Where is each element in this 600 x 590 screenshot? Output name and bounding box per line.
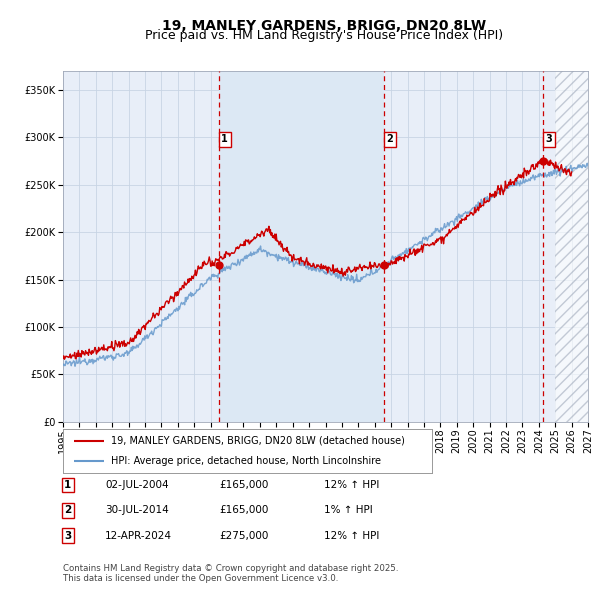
Text: 2: 2 (64, 506, 71, 515)
Text: 1: 1 (64, 480, 71, 490)
Text: Contains HM Land Registry data © Crown copyright and database right 2025.
This d: Contains HM Land Registry data © Crown c… (63, 563, 398, 583)
Text: 12% ↑ HPI: 12% ↑ HPI (324, 480, 379, 490)
Text: 02-JUL-2004: 02-JUL-2004 (105, 480, 169, 490)
Text: 1: 1 (221, 134, 228, 144)
Text: 19, MANLEY GARDENS, BRIGG, DN20 8LW: 19, MANLEY GARDENS, BRIGG, DN20 8LW (162, 19, 486, 33)
Text: 30-JUL-2014: 30-JUL-2014 (105, 506, 169, 515)
Text: £165,000: £165,000 (219, 506, 268, 515)
Text: Price paid vs. HM Land Registry's House Price Index (HPI): Price paid vs. HM Land Registry's House … (145, 30, 503, 42)
Text: £275,000: £275,000 (219, 531, 268, 540)
Text: 3: 3 (64, 531, 71, 540)
Text: 12-APR-2024: 12-APR-2024 (105, 531, 172, 540)
Bar (219, 71, 384, 422)
Text: 19, MANLEY GARDENS, BRIGG, DN20 8LW (detached house): 19, MANLEY GARDENS, BRIGG, DN20 8LW (det… (111, 436, 405, 446)
Text: 3: 3 (546, 134, 553, 144)
Text: HPI: Average price, detached house, North Lincolnshire: HPI: Average price, detached house, Nort… (111, 456, 381, 466)
Text: 12% ↑ HPI: 12% ↑ HPI (324, 531, 379, 540)
Text: £165,000: £165,000 (219, 480, 268, 490)
Text: 1% ↑ HPI: 1% ↑ HPI (324, 506, 373, 515)
Text: 2: 2 (386, 134, 394, 144)
